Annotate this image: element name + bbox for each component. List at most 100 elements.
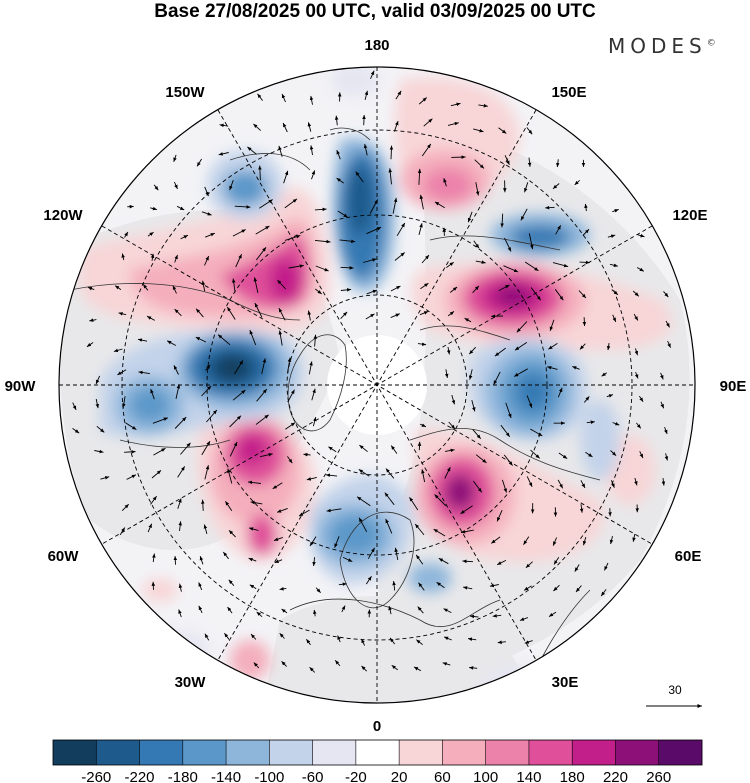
wind-arrow [358,469,370,477]
anomaly-positive-east-siberia [411,262,672,350]
wind-arrow [255,225,270,235]
wind-arrow [340,311,348,320]
modes-logo: MODES© [608,34,716,58]
colorbar-tick-label: 220 [603,769,628,783]
wind-arrow [632,534,636,542]
wind-arrow [514,342,528,351]
wind-arrow [557,387,563,398]
wind-arrow [449,286,458,293]
wind-arrow [417,168,422,185]
anomaly-negative-hudson-bay [100,330,304,438]
wind-arrow [279,632,285,639]
wind-arrow [255,414,269,425]
wind-arrow [445,448,455,453]
wind-arrow [584,203,588,212]
wind-arrow [497,640,506,644]
wind-arrow [334,115,339,126]
wind-arrow [173,181,178,190]
wind-arrow [660,401,665,409]
wind-arrow [229,415,242,428]
wind-arrow [177,498,182,509]
wind-arrow [255,247,267,261]
wind-arrow [415,554,424,565]
wind-arrow [166,340,177,346]
wind-arrow [151,470,162,479]
wind-arrow [525,561,533,569]
anomaly-negative-alaska [207,150,283,220]
wind-arrow [281,93,286,103]
wind-arrow [303,452,311,457]
wind-arrow [421,469,426,483]
wind-arrow [389,145,394,160]
wind-arrow [524,640,533,644]
wind-arrow [553,556,560,565]
wind-arrow [309,666,316,673]
wind-arrow [261,358,267,375]
wind-arrow [528,233,534,250]
wind-arrow [96,425,105,433]
wind-arrow [259,452,273,458]
wind-arrow [204,633,210,641]
wind-arrow [436,581,445,589]
wind-arrow [578,290,587,299]
wind-arrow [586,420,595,424]
wind-arrow [660,372,664,380]
wind-arrow [178,609,182,618]
wind-arrow [124,231,129,238]
wind-arrow [256,611,263,618]
wind-arrow [254,302,263,318]
wind-arrow [634,371,639,379]
wind-arrow [309,95,314,105]
wind-arrow [462,559,474,564]
wind-arrow [228,529,236,538]
colorbar-tick-label: 20 [391,769,408,783]
modes-logo-text: MODES [608,34,707,58]
colorbar-tick-label: -60 [302,769,324,783]
wind-arrow [552,262,569,268]
colorbar-swatch [226,740,270,765]
wind-arrow [612,208,619,213]
colorbar-swatch [53,740,97,765]
wind-arrow [339,239,356,244]
wind-arrow [314,207,327,212]
wind-arrow [247,146,257,155]
wind-arrow [416,639,423,645]
wind-arrow [664,453,669,461]
wind-arrow [363,143,368,156]
colorbar-swatch [139,740,184,765]
wind-arrow [336,177,344,184]
wind-arrow [217,334,231,346]
wind-arrow [278,330,283,346]
wind-arrow [222,551,229,560]
wind-arrow [272,482,283,490]
wind-arrow [600,589,607,597]
wind-arrow [288,264,304,269]
anomaly-positive-greenland [197,415,316,562]
wind-arrow [150,206,158,211]
wind-arrow [574,179,581,186]
wind-arrow [418,582,425,591]
wind-arrow [384,492,395,506]
wind-arrow [434,201,445,209]
wind-arrow [639,395,644,403]
wind-arrow [121,253,125,261]
wind-arrow [229,441,238,457]
wind-arrow [199,555,204,565]
wind-arrow [201,440,211,456]
wind-arrow [444,369,449,378]
wind-arrow [201,499,205,511]
wind-arrow [474,159,485,169]
wind-reference: 30 [646,683,702,708]
wind-arrow [153,447,166,456]
wind-arrow [557,479,564,489]
wind-arrow [87,286,95,291]
wind-arrow [634,348,639,356]
wind-arrow [498,127,507,134]
wind-arrow [467,637,477,641]
wind-arrow [287,389,295,403]
wind-arrow [607,234,616,238]
wind-arrow [248,527,259,531]
wind-vectors [72,70,672,673]
wind-arrow [205,364,211,371]
canada-coast [69,283,301,448]
